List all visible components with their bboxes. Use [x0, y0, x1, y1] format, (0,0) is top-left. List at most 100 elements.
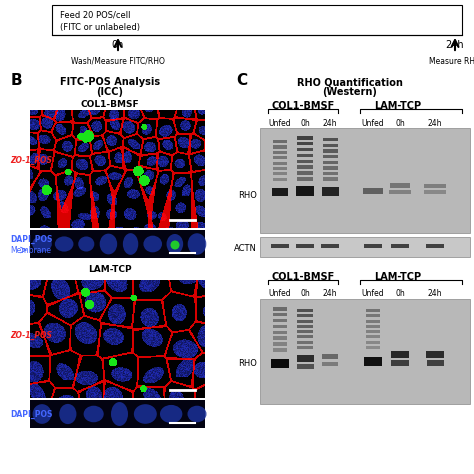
Text: 0h: 0h — [395, 290, 405, 299]
Ellipse shape — [55, 237, 73, 252]
Bar — [297, 314, 313, 318]
Ellipse shape — [32, 236, 52, 252]
Bar — [260, 299, 470, 404]
Bar — [297, 330, 313, 333]
Bar — [323, 172, 338, 175]
Bar — [271, 359, 289, 368]
Ellipse shape — [134, 404, 157, 424]
Text: 24h: 24h — [446, 40, 465, 50]
Bar — [364, 244, 382, 248]
Ellipse shape — [171, 240, 180, 249]
Text: 24h: 24h — [323, 290, 337, 299]
Bar — [426, 351, 444, 358]
Text: 0h: 0h — [395, 118, 405, 128]
Bar — [366, 330, 380, 333]
Bar — [273, 325, 287, 328]
Bar — [273, 178, 287, 181]
Text: DAPI_POS: DAPI_POS — [10, 235, 52, 244]
Bar — [297, 159, 313, 163]
Text: ZO-1_POS: ZO-1_POS — [10, 155, 52, 164]
Bar — [323, 149, 338, 153]
Bar — [273, 151, 287, 154]
Bar — [321, 244, 339, 248]
Bar — [391, 351, 409, 358]
Bar — [297, 142, 313, 146]
Bar — [273, 330, 287, 334]
Bar — [366, 325, 380, 328]
Text: Membrane: Membrane — [10, 246, 51, 255]
Bar — [273, 313, 287, 317]
Bar — [426, 244, 444, 248]
Ellipse shape — [160, 405, 182, 423]
Text: ZO-1_POS: ZO-1_POS — [10, 330, 52, 339]
Bar — [297, 148, 313, 151]
Bar — [52, 5, 462, 35]
Bar — [272, 188, 288, 196]
Bar — [323, 155, 338, 158]
Bar — [323, 177, 338, 181]
Bar — [297, 165, 313, 169]
Bar — [366, 335, 380, 338]
Bar — [273, 162, 287, 165]
Text: RHO: RHO — [238, 191, 257, 200]
Text: B: B — [11, 73, 23, 88]
Bar — [366, 314, 380, 318]
Text: COL1-BMSF: COL1-BMSF — [272, 101, 335, 111]
Bar — [273, 319, 287, 322]
Bar — [273, 337, 287, 340]
Bar — [322, 362, 338, 366]
Bar — [273, 167, 287, 170]
Text: Unfed: Unfed — [362, 290, 384, 299]
Text: COL1-BMSF: COL1-BMSF — [81, 100, 139, 109]
Text: (ICC): (ICC) — [97, 87, 124, 97]
Bar — [273, 156, 287, 159]
Bar — [271, 244, 289, 248]
Ellipse shape — [33, 404, 51, 424]
Bar — [366, 346, 380, 349]
Bar — [273, 342, 287, 346]
Bar — [297, 325, 313, 328]
Text: 24h: 24h — [323, 118, 337, 128]
Text: 0h: 0h — [112, 40, 124, 50]
Ellipse shape — [123, 233, 138, 255]
Bar — [322, 187, 339, 196]
Text: FITC-POS Analysis: FITC-POS Analysis — [60, 77, 160, 87]
Ellipse shape — [144, 236, 162, 252]
Bar — [323, 144, 338, 147]
Bar — [297, 177, 313, 181]
Text: Feed 20 POS/cell: Feed 20 POS/cell — [60, 10, 130, 19]
Bar — [323, 166, 338, 170]
Bar — [273, 146, 287, 149]
Bar — [297, 346, 313, 349]
Bar — [297, 136, 313, 139]
Bar — [273, 348, 287, 352]
Text: RHO Quantification: RHO Quantification — [297, 77, 403, 87]
Ellipse shape — [78, 237, 94, 252]
Bar — [297, 319, 313, 323]
Bar — [323, 161, 338, 164]
Text: Unfed: Unfed — [362, 118, 384, 128]
Text: DAPI_POS: DAPI_POS — [10, 410, 52, 419]
Bar — [273, 140, 287, 143]
Bar — [30, 400, 205, 428]
Bar — [366, 340, 380, 344]
Text: Unfed: Unfed — [269, 290, 292, 299]
Text: (Western): (Western) — [323, 87, 377, 97]
Text: ACTN: ACTN — [234, 244, 257, 253]
Text: 0h: 0h — [300, 290, 310, 299]
Bar — [323, 138, 338, 141]
Ellipse shape — [83, 406, 104, 422]
Bar — [260, 128, 470, 233]
Bar — [424, 184, 446, 188]
Bar — [427, 360, 444, 366]
Bar — [366, 319, 380, 323]
Bar — [390, 183, 410, 188]
Bar — [296, 244, 314, 248]
Ellipse shape — [100, 234, 117, 255]
Bar — [297, 154, 313, 157]
Bar — [297, 364, 314, 369]
Bar — [364, 357, 382, 366]
Bar — [260, 237, 470, 257]
Text: Measure RHO: Measure RHO — [429, 56, 474, 65]
Text: 24h: 24h — [428, 290, 442, 299]
